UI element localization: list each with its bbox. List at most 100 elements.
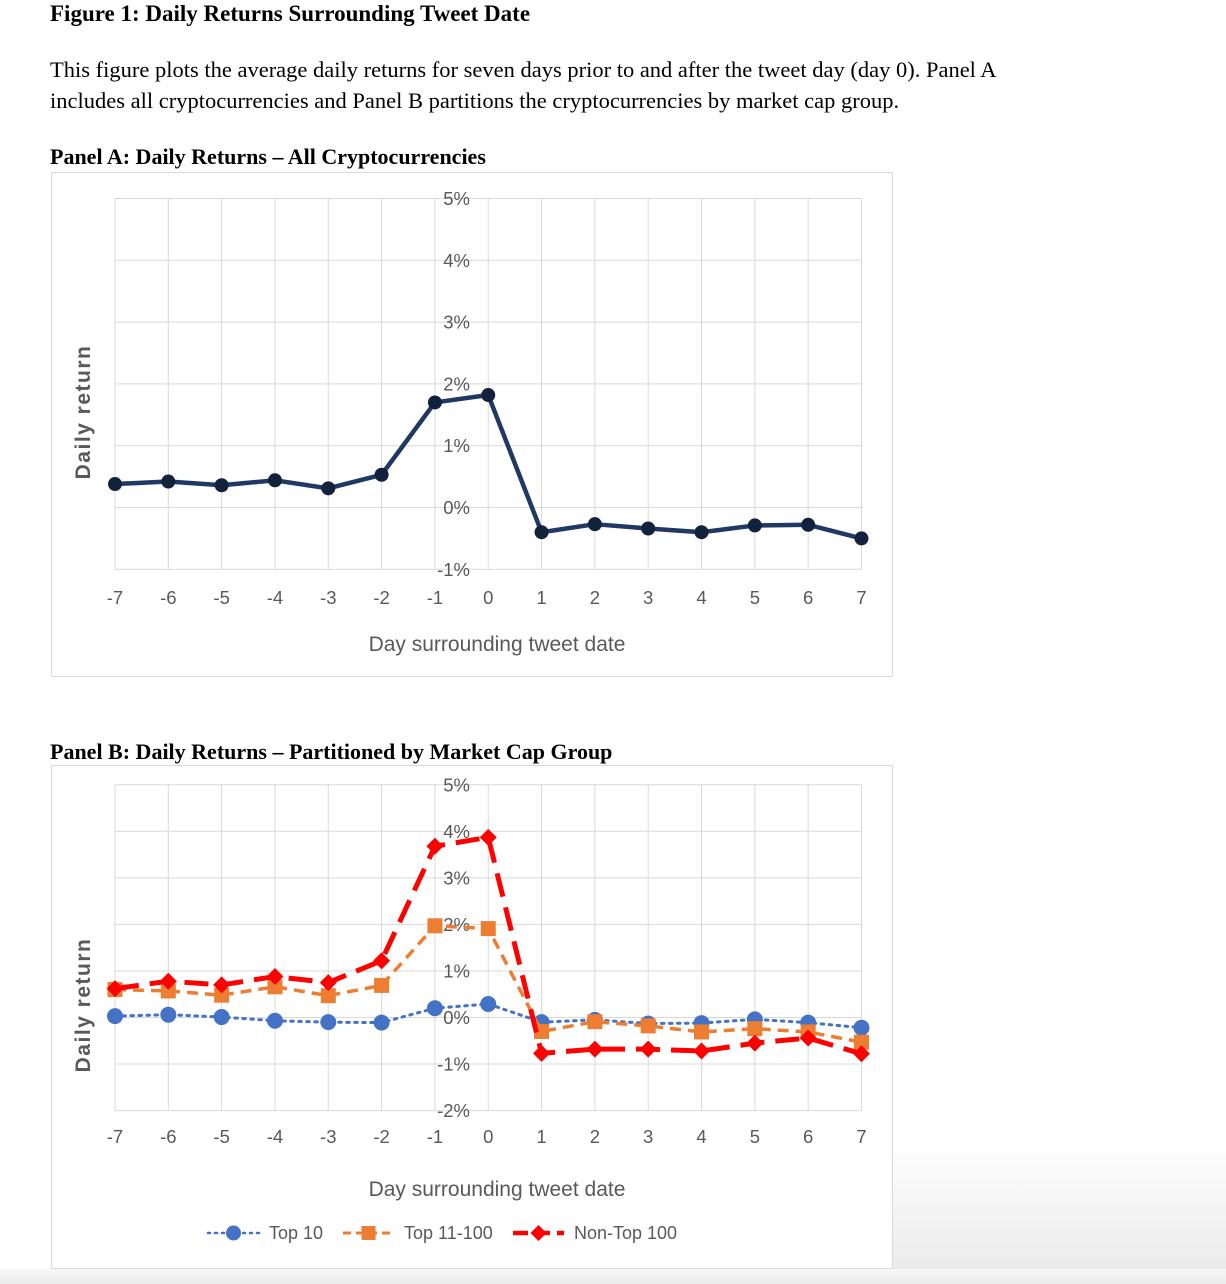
legend-top-10-label: Top 10 [269,1223,323,1243]
y-tick-label: 4% [443,250,470,271]
series-top-11-100-marker [214,987,230,1003]
x-tick-label: 5 [750,1126,760,1147]
x-tick-label: 6 [803,1126,813,1147]
legend-top-11-100-label: Top 11-100 [404,1223,493,1243]
x-tick-label: 4 [696,587,706,608]
series-non-top-100-marker [639,1040,657,1058]
y-tick-label: -1% [437,1054,470,1075]
x-tick-label: 1 [536,1126,546,1147]
x-tick-label: 2 [590,587,600,608]
series-non-top-100-marker [266,968,284,986]
series-top-10-marker [160,1006,177,1023]
series-non-top-100-marker [106,980,124,998]
series-top-10-marker [107,1008,123,1025]
y-tick-label: 5% [443,188,470,209]
series-top-11-100-marker [427,918,443,934]
x-tick-label: 5 [750,587,760,608]
series-top-11-100-marker [694,1024,710,1040]
x-tick-label: -5 [213,587,229,608]
x-tick-label: -1 [427,587,443,608]
x-tick-label: -7 [107,1126,123,1147]
x-tick-label: -2 [373,1126,389,1147]
series-all-cryptocurrencies-marker [108,477,122,492]
series-top-10-marker [266,1012,283,1029]
x-tick-label: -1 [427,1126,443,1147]
x-tick-label: 3 [643,587,653,608]
y-tick-label: 1% [443,960,470,981]
series-top-11-100-marker [534,1023,550,1039]
x-tick-label: 4 [696,1126,706,1147]
series-all-cryptocurrencies-marker [427,395,442,410]
series-all-cryptocurrencies-marker [481,388,496,403]
x-tick-label: 6 [803,587,813,608]
x-tick-label: 3 [643,1126,653,1147]
x-axis-title: Day surrounding tweet date [369,1178,626,1201]
series-top-11-100-marker [480,921,496,937]
x-tick-label: -6 [160,587,176,608]
series-top-11-100-marker [587,1014,603,1030]
series-non-top-100-marker [213,976,231,994]
panel-b-heading: Panel B: Daily Returns – Partitioned by … [50,739,613,764]
series-top-10-marker [373,1014,390,1031]
series-all-cryptocurrencies-marker [801,517,816,532]
y-tick-label: -2% [437,1100,470,1121]
x-tick-label: -3 [320,1126,336,1147]
series-non-top-100-marker [586,1040,604,1058]
y-tick-label: 0% [443,497,470,518]
figure-description-line1: This figure plots the average daily retu… [50,57,997,82]
series-non-top-100-marker [426,837,444,855]
x-tick-label: -3 [320,587,336,608]
series-top-10-marker [853,1019,870,1036]
x-tick-label: 7 [856,1126,866,1147]
y-tick-label: 2% [443,373,470,394]
legend-top-10-marker [226,1225,241,1241]
x-tick-label: -6 [160,1126,176,1147]
series-all-cryptocurrencies-marker [214,478,229,493]
series-top-11-100-marker [640,1018,656,1034]
series-non-top-100-marker [799,1029,817,1047]
x-tick-label: 2 [590,1126,600,1147]
series-non-top-100-marker [852,1045,870,1063]
series-top-10-marker [320,1014,337,1031]
y-tick-label: 0% [443,1007,470,1028]
x-tick-label: 0 [483,1126,493,1147]
panel-b-chart: 5% 4% 3% 2% 1% 0% -1% -2% -7 -6 -5 -4 -3 -2 -1 0 1 2 3 4 5 6 7… [51,765,893,1269]
y-tick-label: -1% [437,559,470,580]
legend-non-top-100-marker [530,1225,547,1241]
series-all-cryptocurrencies-marker [267,473,282,488]
series-non-top-100-marker [319,974,337,992]
series-all-cryptocurrencies-marker [374,467,389,482]
series-all-cryptocurrencies-marker [587,517,602,532]
y-tick-label: 4% [443,821,470,842]
series-top-11-100-marker [853,1034,869,1050]
chart-frame [51,172,893,677]
x-tick-label: -4 [267,1126,283,1147]
page-edge-fade-right [893,1140,1226,1269]
x-tick-label: -2 [373,587,389,608]
figure-description-line2: includes all cryptocurrencies and Panel … [50,88,900,113]
series-all-cryptocurrencies-marker [641,521,656,536]
series-all-cryptocurrencies-marker [161,474,176,489]
page-edge-fade-bottom [0,1269,1226,1284]
series-non-top-100-line [114,834,863,1057]
y-axis-title: Daily return [72,938,95,1073]
x-axis-title: Day surrounding tweet date [369,633,626,656]
legend-top-11-100-marker [361,1226,376,1240]
y-axis-title: Daily return [72,345,95,480]
series-top-11-100-marker [320,988,336,1004]
series-non-top-100-marker [693,1042,711,1060]
series-top-11-100-marker [747,1021,763,1037]
series-non-top-100-marker [373,952,391,970]
x-tick-label: -7 [107,587,123,608]
series-top-11-100-marker [267,979,283,995]
x-tick-label: -4 [267,587,283,608]
series-all-cryptocurrencies-marker [694,525,709,540]
series-top-10-marker [480,996,497,1013]
figure-title: Figure 1: Daily Returns Surrounding Twee… [50,1,531,26]
x-tick-label: 0 [483,587,493,608]
panel-a-chart: 5% 4% 3% 2% 1% 0% -1% -7 -6 -5 -4 -3 -2 -1 0 1 2 3 4 5 6 7 Day… [51,172,893,677]
series-top-11-100-marker [374,977,390,993]
series-all-cryptocurrencies-marker [854,531,869,546]
x-tick-label: -5 [213,1126,229,1147]
series-all-cryptocurrencies-marker [321,481,336,496]
